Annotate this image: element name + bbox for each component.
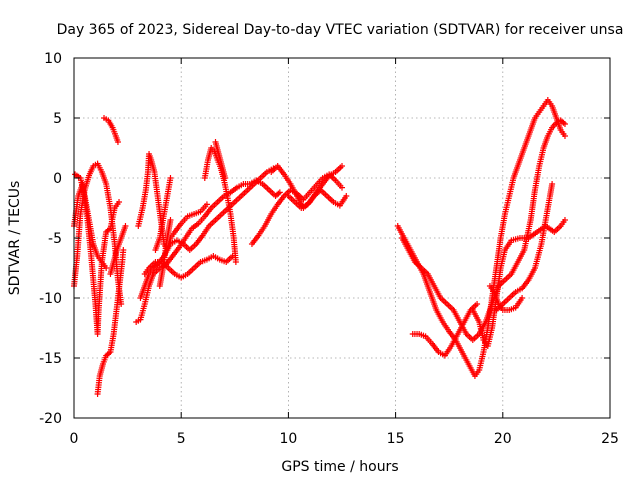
data-point [474,301,481,307]
data-point [561,133,568,139]
data-point [549,181,556,187]
x-tick-label: 0 [70,431,79,447]
x-tick-label: 20 [494,431,512,447]
data-point [114,139,121,145]
y-tick-label: -5 [48,231,62,247]
data-point [116,199,123,205]
data-point [167,175,174,181]
series-arc5 [101,115,121,145]
x-tick-label: 5 [177,431,186,447]
data-point [519,295,526,301]
data-point [561,121,568,127]
data-point [118,301,125,307]
series-arc18 [399,117,568,343]
series-arc6 [107,223,129,277]
data-point [343,193,350,199]
y-tick-label: 5 [53,111,62,127]
data-point [203,201,210,208]
y-tick-label: 10 [44,51,62,67]
data-point [120,247,127,253]
data-markers [71,97,568,397]
data-point [122,223,129,229]
data-point [222,175,229,181]
x-tick-label: 25 [601,431,619,447]
series-arc13 [212,139,229,181]
chart-title: Day 365 of 2023, Sidereal Day-to-day VTE… [57,22,624,38]
y-tick-label: 0 [53,171,62,187]
x-tick-label: 15 [387,431,405,447]
series-arc22 [486,283,526,313]
y-tick-label: -10 [39,291,62,307]
data-point [339,184,345,191]
y-axis-label: SDTVAR / TECUs [7,181,23,296]
series-arc1 [71,181,123,337]
series-arc23 [156,217,174,289]
axes: 0 5 10 15 20 25 -20 -15 -10 -5 0 5 10 [39,51,619,447]
x-tick-label: 10 [279,431,297,447]
series-arc20 [469,217,568,349]
x-axis-label: GPS time / hours [281,459,398,475]
y-tick-label: -20 [39,411,62,427]
series-arc11 [152,175,174,253]
data-point [276,189,283,196]
series-arc4 [94,247,127,397]
data-point [561,217,568,223]
data-point [167,217,174,223]
series-arc16 [285,187,350,211]
data-point [339,163,345,169]
data-point [232,259,239,265]
data-point [103,265,110,271]
series-arc14 [248,171,345,247]
y-tick-label: -15 [39,351,62,367]
series-arc3 [72,171,110,271]
series-arc19 [409,301,481,359]
